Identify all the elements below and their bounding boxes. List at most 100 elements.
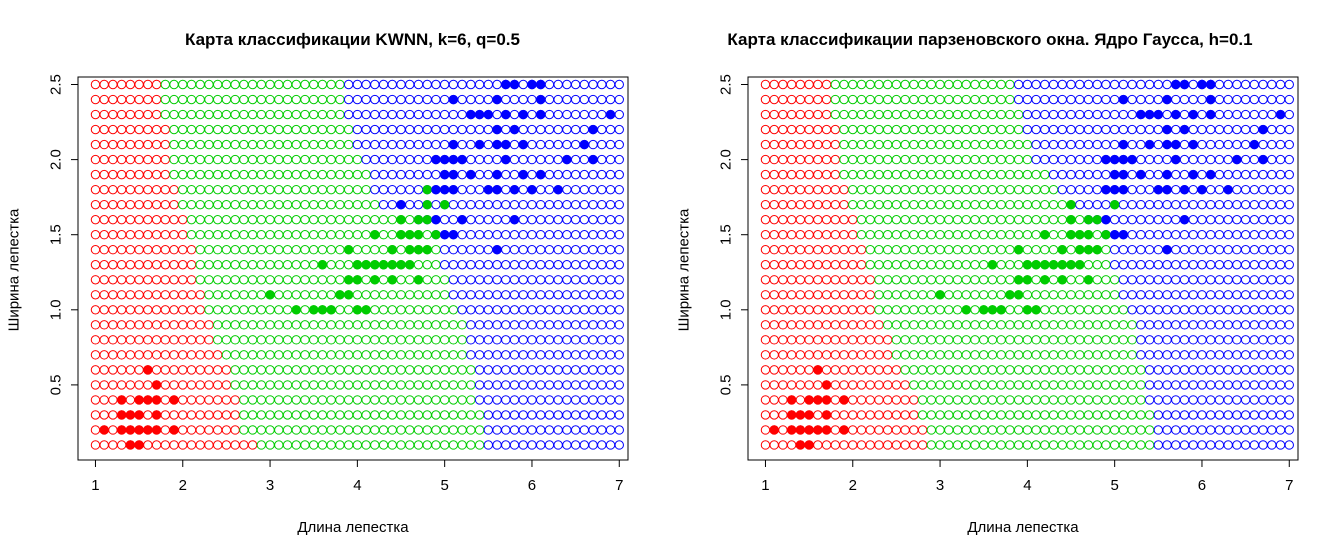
grid-point xyxy=(422,109,432,120)
grid-point xyxy=(518,365,528,375)
grid-point xyxy=(970,124,980,135)
grid-point xyxy=(212,154,223,165)
grid-point xyxy=(1005,320,1015,330)
grid-point xyxy=(221,124,232,135)
grid-point xyxy=(882,109,893,120)
grid-point xyxy=(944,320,954,330)
grid-point xyxy=(1232,169,1242,180)
grid-point xyxy=(839,410,849,420)
grid-point xyxy=(1144,124,1155,135)
grid-point xyxy=(570,230,581,240)
grid-point xyxy=(874,380,884,390)
data-point xyxy=(1057,260,1067,270)
grid-point xyxy=(457,440,467,450)
grid-point xyxy=(1205,440,1216,450)
grid-point xyxy=(935,275,945,285)
grid-point xyxy=(961,395,971,405)
grid-point xyxy=(1179,305,1190,315)
grid-point xyxy=(848,335,858,345)
grid-point xyxy=(1171,260,1181,270)
grid-point xyxy=(457,109,467,120)
grid-point xyxy=(778,335,788,345)
grid-point xyxy=(1144,440,1155,450)
grid-point xyxy=(169,109,179,120)
grid-point xyxy=(160,230,171,240)
grid-point xyxy=(230,365,240,375)
grid-point xyxy=(518,260,528,270)
grid-point xyxy=(125,245,136,255)
grid-point xyxy=(422,230,432,240)
grid-point xyxy=(509,139,520,150)
grid-point xyxy=(178,109,188,120)
grid-point xyxy=(108,425,118,435)
grid-point xyxy=(1188,365,1198,375)
grid-point xyxy=(909,395,919,405)
grid-point xyxy=(1162,305,1172,315)
grid-point xyxy=(961,199,971,210)
grid-point xyxy=(1188,154,1198,165)
grid-point xyxy=(917,139,928,150)
grid-point xyxy=(239,380,249,390)
grid-point xyxy=(151,169,162,180)
grid-point xyxy=(309,169,319,180)
grid-point xyxy=(562,109,572,120)
grid-point xyxy=(1127,79,1137,90)
grid-point xyxy=(597,154,607,165)
grid-point xyxy=(1232,335,1242,345)
grid-point xyxy=(1205,139,1216,150)
grid-point xyxy=(457,305,467,315)
grid-point xyxy=(439,335,450,345)
grid-point xyxy=(1040,139,1050,150)
grid-point xyxy=(265,139,275,150)
grid-point xyxy=(343,425,354,435)
grid-point xyxy=(474,425,485,435)
grid-point xyxy=(1223,199,1233,210)
grid-point xyxy=(221,305,232,315)
grid-point xyxy=(961,169,971,180)
grid-point xyxy=(1258,320,1268,330)
grid-point xyxy=(1136,440,1146,450)
grid-point xyxy=(1214,79,1225,90)
grid-point xyxy=(413,365,424,375)
grid-point xyxy=(256,124,267,135)
grid-point xyxy=(1127,109,1137,120)
grid-point xyxy=(247,124,258,135)
data-point xyxy=(1144,109,1155,120)
grid-point xyxy=(760,290,771,300)
grid-point xyxy=(90,139,101,150)
grid-point xyxy=(570,275,581,285)
grid-point xyxy=(1031,230,1041,240)
grid-point xyxy=(291,245,301,255)
data-point xyxy=(1179,79,1190,90)
grid-point xyxy=(169,365,179,375)
grid-point xyxy=(553,335,563,345)
grid-point xyxy=(387,139,397,150)
grid-point xyxy=(501,260,511,270)
grid-point xyxy=(821,169,832,180)
data-point xyxy=(492,169,502,180)
grid-point xyxy=(378,290,389,300)
grid-point xyxy=(553,275,563,285)
grid-point xyxy=(1232,245,1242,255)
grid-point xyxy=(309,214,319,225)
grid-point xyxy=(1109,275,1120,285)
grid-point xyxy=(405,335,415,345)
grid-point xyxy=(1275,260,1286,270)
grid-point xyxy=(935,425,945,435)
grid-point xyxy=(1109,139,1120,150)
grid-point xyxy=(1075,380,1085,390)
grid-point xyxy=(987,395,998,405)
grid-point xyxy=(588,230,598,240)
grid-point xyxy=(1232,395,1242,405)
data-point xyxy=(786,410,797,420)
grid-point xyxy=(935,335,945,345)
grid-point xyxy=(90,245,101,255)
grid-point xyxy=(804,230,814,240)
grid-point xyxy=(186,380,197,390)
grid-point xyxy=(1118,425,1129,435)
data-point xyxy=(588,124,598,135)
grid-point xyxy=(151,290,162,300)
grid-point xyxy=(1013,230,1024,240)
grid-point xyxy=(935,79,945,90)
grid-point xyxy=(882,410,893,420)
